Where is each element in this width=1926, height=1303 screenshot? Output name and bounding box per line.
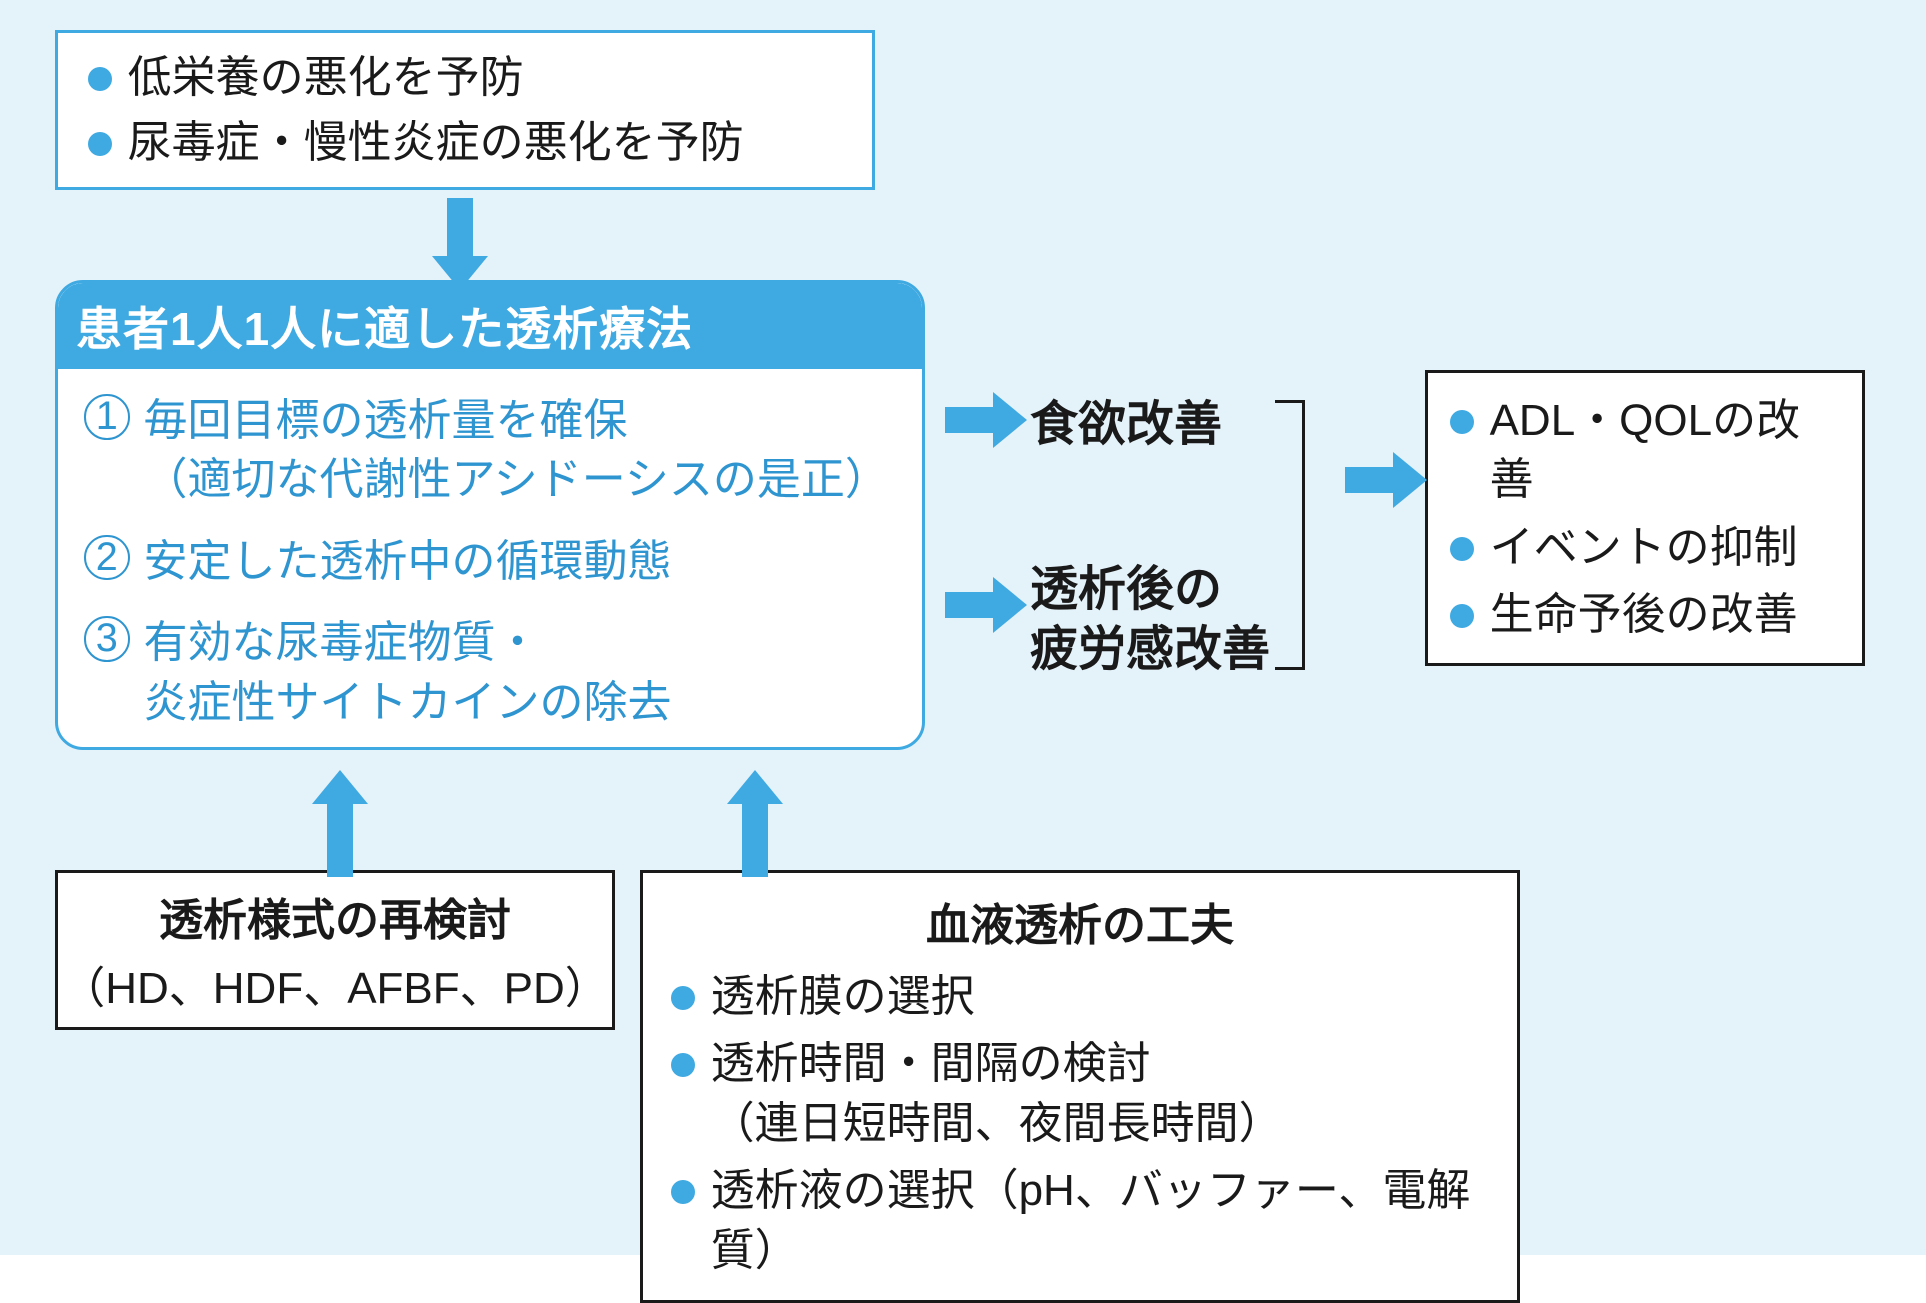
bullet-icon (671, 1180, 695, 1204)
num-circle-1-icon: 1 (84, 394, 130, 440)
arrow-up-icon (742, 802, 768, 877)
mid-label-appetite: 食欲改善 (1030, 395, 1222, 455)
top-item-1-text: 尿毒症・慢性炎症の悪化を予防 (128, 113, 744, 172)
br-item-2: 透析液の選択（pH、バッファー、電解質） (671, 1161, 1489, 1280)
arrow-up-icon (327, 802, 353, 877)
main-item-1-text: 安定した透析中の循環動態 (144, 532, 672, 591)
outcome-item-0-text: ADL・QOLの改善 (1490, 391, 1840, 510)
arrow-down-icon (447, 198, 473, 258)
outcome-item-2: 生命予後の改善 (1450, 585, 1840, 644)
br-item-2-text: 透析液の選択（pH、バッファー、電解質） (711, 1161, 1489, 1280)
outcome-item-1: イベントの抑制 (1450, 518, 1840, 577)
main-item-2-text: 有効な尿毒症物質・ 炎症性サイトカインの除去 (144, 613, 672, 732)
diagram-canvas: 低栄養の悪化を予防 尿毒症・慢性炎症の悪化を予防 患者1人1人に適した透析療法 … (0, 0, 1926, 1255)
arrow-up-head-icon (727, 770, 783, 804)
br-item-1: 透析時間・間隔の検討 （連日短時間、夜間長時間） (671, 1034, 1489, 1153)
bottom-left-title: 透析様式の再検討 (58, 884, 612, 948)
outcome-box: ADL・QOLの改善 イベントの抑制 生命予後の改善 (1425, 370, 1865, 666)
bullet-icon (1450, 410, 1474, 434)
top-item-0-text: 低栄養の悪化を予防 (128, 48, 524, 107)
bullet-icon (671, 986, 695, 1010)
bottom-left-subtitle: （HD、HDF、AFBF、PD） (58, 952, 612, 1016)
bottom-left-box: 透析様式の再検討 （HD、HDF、AFBF、PD） (55, 870, 615, 1030)
bottom-right-box: 血液透析の工夫 透析膜の選択 透析時間・間隔の検討 （連日短時間、夜間長時間） … (640, 870, 1520, 1303)
main-item-0: 1 毎回目標の透析量を確保 （適切な代謝性アシドーシスの是正） (84, 391, 896, 510)
bullet-icon (88, 67, 112, 91)
mid-label-fatigue: 透析後の 疲労感改善 (1030, 560, 1270, 680)
arrow-right-head-icon (1393, 452, 1427, 508)
br-item-0-text: 透析膜の選択 (711, 967, 975, 1026)
bottom-right-title: 血液透析の工夫 (671, 889, 1489, 953)
num-circle-3-icon: 3 (84, 616, 130, 662)
arrow-up-head-icon (312, 770, 368, 804)
br-item-0: 透析膜の選択 (671, 967, 1489, 1026)
bullet-icon (671, 1053, 695, 1077)
main-box-title: 患者1人1人に適した透析療法 (58, 283, 922, 369)
main-item-0-text: 毎回目標の透析量を確保 （適切な代謝性アシドーシスの是正） (144, 391, 889, 510)
outcome-item-0: ADL・QOLの改善 (1450, 391, 1840, 510)
num-circle-2-icon: 2 (84, 535, 130, 581)
arrow-right-head-icon (993, 392, 1027, 448)
arrow-right-icon (945, 592, 995, 618)
arrow-down-head-icon (432, 256, 488, 290)
main-item-2: 3 有効な尿毒症物質・ 炎症性サイトカインの除去 (84, 613, 896, 732)
arrow-right-icon (945, 407, 995, 433)
arrow-right-icon (1345, 467, 1395, 493)
main-box: 患者1人1人に適した透析療法 1 毎回目標の透析量を確保 （適切な代謝性アシドー… (55, 280, 925, 750)
top-item-0: 低栄養の悪化を予防 (88, 48, 842, 107)
bracket-icon (1275, 400, 1305, 670)
bullet-icon (1450, 604, 1474, 628)
outcome-item-1-text: イベントの抑制 (1490, 518, 1798, 577)
main-box-items: 1 毎回目標の透析量を確保 （適切な代謝性アシドーシスの是正） 2 安定した透析… (76, 387, 904, 736)
top-box: 低栄養の悪化を予防 尿毒症・慢性炎症の悪化を予防 (55, 30, 875, 190)
bullet-icon (88, 132, 112, 156)
main-item-1: 2 安定した透析中の循環動態 (84, 532, 896, 591)
bullet-icon (1450, 537, 1474, 561)
arrow-right-head-icon (993, 577, 1027, 633)
top-item-1: 尿毒症・慢性炎症の悪化を予防 (88, 113, 842, 172)
br-item-1-text: 透析時間・間隔の検討 （連日短時間、夜間長時間） (711, 1034, 1283, 1153)
outcome-item-2-text: 生命予後の改善 (1490, 585, 1798, 644)
